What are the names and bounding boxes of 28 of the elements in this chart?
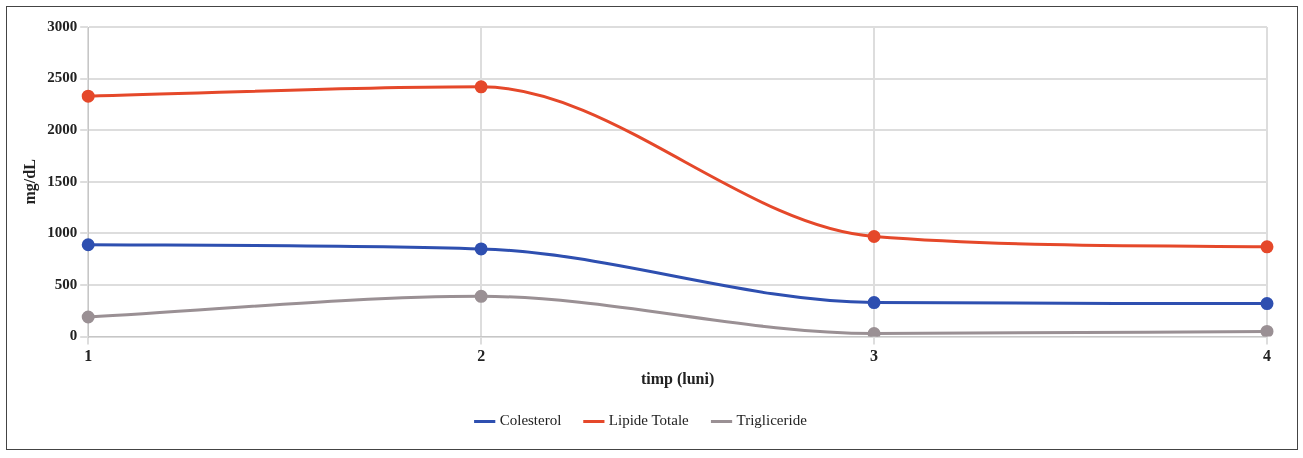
legend-label: Colesterol — [499, 412, 562, 429]
y-tick-label: 2000 — [47, 121, 78, 138]
point — [1260, 240, 1274, 254]
point — [81, 310, 95, 324]
y-tick-label: 3000 — [47, 17, 78, 34]
point — [474, 242, 488, 256]
point — [1260, 324, 1274, 337]
x-axis-title: timp (luni) — [640, 369, 715, 388]
point — [81, 238, 95, 252]
legend-label: Lipide Totale — [608, 412, 690, 429]
x-tick-label: 2 — [477, 347, 486, 365]
x-tick-label: 4 — [1263, 347, 1271, 365]
point — [867, 296, 881, 310]
y-tick-label: 1500 — [47, 172, 78, 189]
point — [474, 289, 488, 303]
y-tick-label: 0 — [69, 327, 78, 344]
y-tick-label: 2500 — [47, 69, 78, 86]
point — [474, 80, 488, 94]
x-tick-label: 3 — [870, 347, 879, 365]
point — [867, 327, 881, 337]
y-tick-label: 1000 — [47, 224, 78, 241]
point — [867, 230, 881, 243]
legend-label: Trigliceride — [736, 412, 808, 429]
y-axis-title: mg/dL — [20, 159, 39, 205]
point — [1260, 297, 1274, 311]
point — [81, 89, 95, 103]
x-tick-label: 1 — [84, 347, 93, 365]
y-tick-label: 500 — [54, 275, 78, 292]
